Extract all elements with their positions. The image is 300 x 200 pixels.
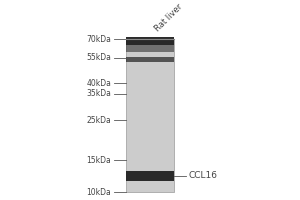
Text: 25kDa: 25kDa	[86, 116, 111, 125]
Text: 55kDa: 55kDa	[86, 53, 111, 62]
Text: 40kDa: 40kDa	[86, 79, 111, 88]
Bar	[126, 45, 174, 52]
Text: 70kDa: 70kDa	[86, 35, 111, 44]
Bar	[126, 39, 174, 192]
Text: 10kDa: 10kDa	[86, 188, 111, 197]
Text: Rat liver: Rat liver	[153, 2, 184, 34]
Text: 15kDa: 15kDa	[86, 156, 111, 165]
Text: CCL16: CCL16	[189, 171, 218, 180]
Bar	[126, 57, 174, 62]
Text: 35kDa: 35kDa	[86, 89, 111, 98]
Bar	[126, 37, 174, 45]
Bar	[126, 171, 174, 181]
